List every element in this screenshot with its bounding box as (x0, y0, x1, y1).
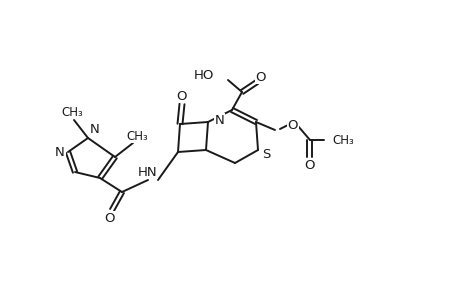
Text: CH₃: CH₃ (331, 134, 353, 146)
Text: O: O (255, 70, 266, 83)
Text: CH₃: CH₃ (126, 130, 147, 142)
Text: O: O (176, 89, 187, 103)
Text: HN: HN (138, 166, 157, 178)
Text: N: N (90, 123, 100, 136)
Text: CH₃: CH₃ (61, 106, 83, 118)
Text: N: N (214, 113, 224, 127)
Text: O: O (287, 118, 297, 131)
Text: O: O (304, 158, 314, 172)
Text: S: S (261, 148, 269, 160)
Text: O: O (105, 212, 115, 224)
Text: N: N (55, 146, 65, 158)
Text: HO: HO (193, 68, 213, 82)
